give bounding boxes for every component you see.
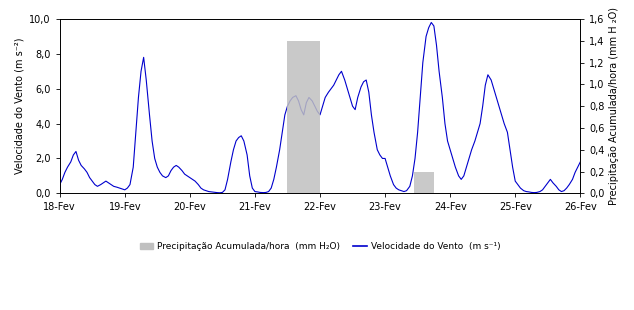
Bar <box>287 41 320 193</box>
Y-axis label: Velocidade do Vento (m s⁻²): Velocidade do Vento (m s⁻²) <box>15 38 25 175</box>
Legend: Precipitação Acumulada/hora  (mm H₂O), Velocidade do Vento  (m s⁻¹): Precipitação Acumulada/hora (mm H₂O), Ve… <box>136 239 504 255</box>
Bar <box>415 171 434 193</box>
Y-axis label: Precipitação Acumulada/hora (mm H ₂O): Precipitação Acumulada/hora (mm H ₂O) <box>609 7 619 205</box>
